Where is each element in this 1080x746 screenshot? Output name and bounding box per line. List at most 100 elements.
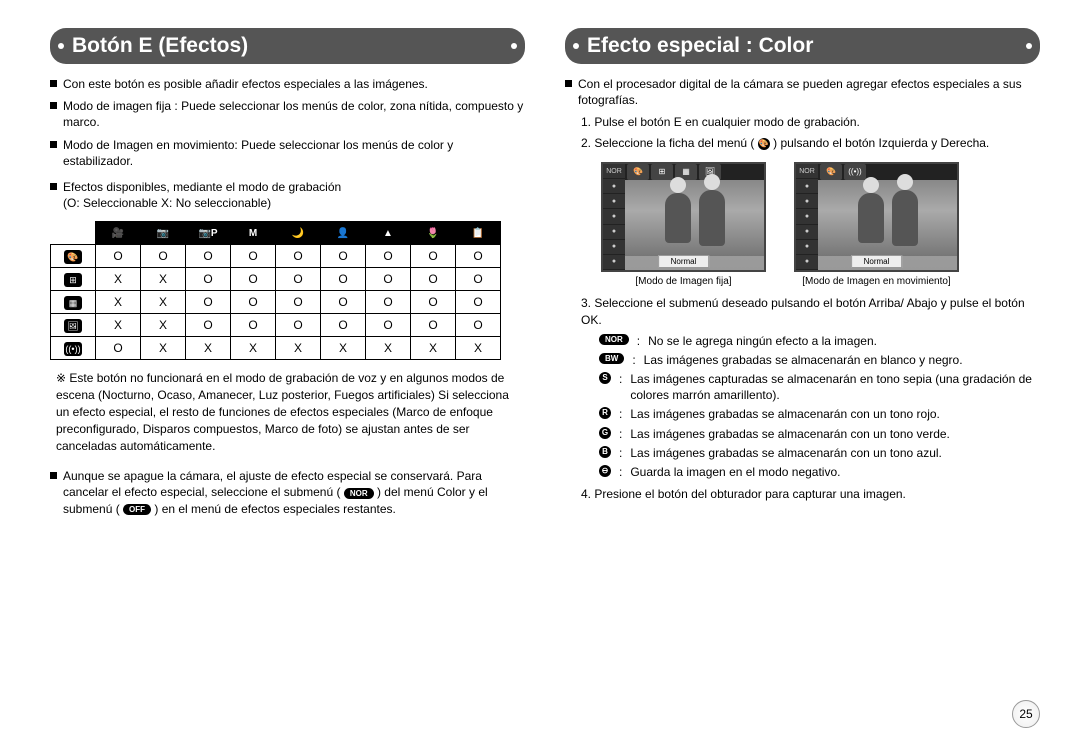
bullet-text: Con el procesador digital de la cámara s… xyxy=(578,76,1040,108)
option-row: B:Las imágenes grabadas se almacenarán c… xyxy=(599,445,1040,461)
opt-icon: B xyxy=(599,446,611,458)
left-column: Botón E (Efectos) Con este botón es posi… xyxy=(50,28,525,523)
cell: X xyxy=(366,337,411,360)
mode-icon: 🌷 xyxy=(411,222,456,245)
cell: O xyxy=(366,314,411,337)
cell: O xyxy=(411,268,456,291)
opt-icon: S xyxy=(599,372,611,384)
cell: X xyxy=(231,337,276,360)
cell: O xyxy=(276,314,321,337)
cell: O xyxy=(231,245,276,268)
cell: O xyxy=(366,268,411,291)
square-bullet-icon xyxy=(50,80,57,87)
table-legend: (O: Seleccionable X: No seleccionable) xyxy=(63,196,271,210)
opt-icon: G xyxy=(599,427,611,439)
cell: O xyxy=(366,245,411,268)
nor-icon: NOR xyxy=(344,488,374,500)
square-bullet-icon xyxy=(565,80,572,87)
bullet-text: Aunque se apague la cámara, el ajuste de… xyxy=(63,468,525,517)
option-row: S:Las imágenes capturadas se almacenarán… xyxy=(599,371,1040,403)
step-item: 1. Pulse el botón E en cualquier modo de… xyxy=(581,114,1040,131)
opt-icon: BW xyxy=(599,353,624,365)
screen-normal-label: Normal xyxy=(851,255,903,268)
mode-icon: ▲ xyxy=(366,222,411,245)
color-options-list: NOR:No se le agrega ningún efecto a la i… xyxy=(599,333,1040,481)
table-row: ▦ XXOOOOOOO xyxy=(51,291,501,314)
cell: X xyxy=(96,314,141,337)
effects-table: 🎥 📷 📷P M 🌙 👤 ▲ 🌷 📋 🎨 OOOOOOOOO ⊞ XXOOOOO… xyxy=(50,221,501,360)
caption-still: [Modo de Imagen fija] xyxy=(601,276,766,287)
cell: O xyxy=(321,291,366,314)
step-item: 4. Presione el botón del obturador para … xyxy=(581,486,1040,503)
cell: X xyxy=(141,337,186,360)
effect-icon: 🖼 xyxy=(64,319,82,333)
cell: O xyxy=(96,337,141,360)
opt-icon: R xyxy=(599,407,611,419)
cell: X xyxy=(96,291,141,314)
cell: O xyxy=(366,291,411,314)
text-fragment: ) pulsando el botón Izquierda y Derecha. xyxy=(773,136,989,150)
cell: O xyxy=(231,268,276,291)
cell: O xyxy=(411,245,456,268)
table-header-row: 🎥 📷 📷P M 🌙 👤 ▲ 🌷 📋 xyxy=(51,222,501,245)
cell: O xyxy=(276,245,321,268)
mode-icon: 🎥 xyxy=(96,222,141,245)
screen-normal-label: Normal xyxy=(658,255,710,268)
star-note: ※ Este botón no funcionará en el modo de… xyxy=(56,370,525,454)
bullet-item: Efectos disponibles, mediante el modo de… xyxy=(50,179,525,211)
screenshot-movie: NOR●●●●●● 🎨((•)) Normal [Modo de Imagen … xyxy=(794,162,959,287)
cell: O xyxy=(186,291,231,314)
cell: O xyxy=(456,291,501,314)
table-row: 🖼 XXOOOOOOO xyxy=(51,314,501,337)
step-item: 2. Seleccione la ficha del menú ( 🎨 ) pu… xyxy=(581,135,1040,152)
cell: X xyxy=(276,337,321,360)
left-title-pill: Botón E (Efectos) xyxy=(50,28,525,64)
cell: X xyxy=(186,337,231,360)
option-row: NOR:No se le agrega ningún efecto a la i… xyxy=(599,333,1040,349)
cell: O xyxy=(231,291,276,314)
cell: O xyxy=(456,245,501,268)
cell: O xyxy=(186,268,231,291)
table-row: ((•)) OXXXXXXXX xyxy=(51,337,501,360)
text-fragment: ) en el menú de efectos especiales resta… xyxy=(154,502,395,516)
cell: O xyxy=(231,314,276,337)
opt-text: Las imágenes grabadas se almacenarán en … xyxy=(644,352,963,368)
opt-text: No se le agrega ningún efecto a la image… xyxy=(648,333,877,349)
caption-movie: [Modo de Imagen en movimiento] xyxy=(794,276,959,287)
palette-icon: 🎨 xyxy=(758,138,770,150)
option-row: G:Las imágenes grabadas se almacenarán c… xyxy=(599,426,1040,442)
cell: X xyxy=(456,337,501,360)
opt-text: Guarda la imagen en el modo negativo. xyxy=(630,464,840,480)
cell: O xyxy=(411,314,456,337)
square-bullet-icon xyxy=(50,141,57,148)
square-bullet-icon xyxy=(50,102,57,109)
cell: O xyxy=(276,268,321,291)
option-row: R:Las imágenes grabadas se almacenarán c… xyxy=(599,406,1040,422)
cell: O xyxy=(456,268,501,291)
bullet-item: Aunque se apague la cámara, el ajuste de… xyxy=(50,468,525,517)
option-row: BW:Las imágenes grabadas se almacenarán … xyxy=(599,352,1040,368)
mode-icon: 📷P xyxy=(186,222,231,245)
bullet-text: Modo de Imagen en movimiento: Puede sele… xyxy=(63,137,525,169)
bullet-item: Modo de imagen fija : Puede seleccionar … xyxy=(50,98,525,130)
cell: O xyxy=(141,245,186,268)
bullet-text: Con este botón es posible añadir efectos… xyxy=(63,76,428,92)
square-bullet-icon xyxy=(50,183,57,190)
cell: O xyxy=(411,291,456,314)
right-title-pill: Efecto especial : Color xyxy=(565,28,1040,64)
opt-text: Las imágenes grabadas se almacenarán con… xyxy=(630,406,940,422)
cell: O xyxy=(276,291,321,314)
off-icon: OFF xyxy=(123,504,151,516)
option-row: ⊖:Guarda la imagen en el modo negativo. xyxy=(599,464,1040,480)
cell: O xyxy=(321,314,366,337)
lcd-screen: NOR●●●●●● 🎨((•)) Normal xyxy=(794,162,959,272)
effect-icon: ((•)) xyxy=(64,342,82,356)
effect-icon: 🎨 xyxy=(64,250,82,264)
cell: O xyxy=(96,245,141,268)
opt-text: Las imágenes capturadas se almacenarán e… xyxy=(630,371,1040,403)
mode-icon: 👤 xyxy=(321,222,366,245)
mode-icon: M xyxy=(231,222,276,245)
cell: X xyxy=(141,268,186,291)
opt-icon: NOR xyxy=(599,334,629,346)
opt-text: Las imágenes grabadas se almacenarán con… xyxy=(630,426,950,442)
